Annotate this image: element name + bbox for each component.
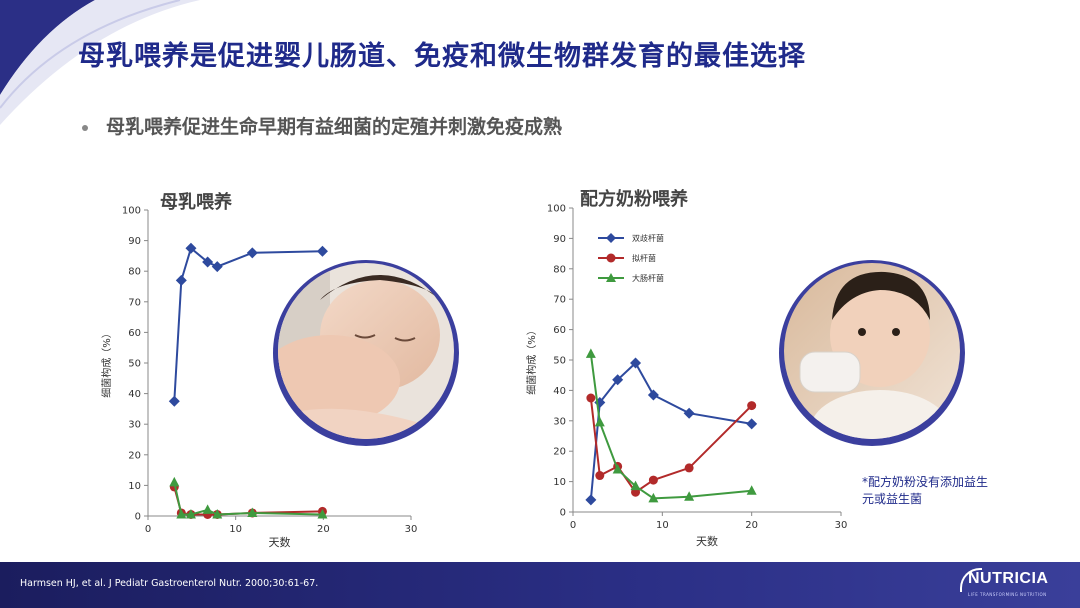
data-point-bifido [316,245,328,257]
logo-tagline: LIFE TRANSFORMING NUTRITION [968,592,1047,597]
data-point-ecoli [585,348,596,358]
series-line-ecoli [589,353,752,500]
chart-title: 配方奶粉喂养 [580,188,689,210]
y-tick-label: 60 [553,325,566,336]
data-point-bifido [746,418,758,430]
bullet-point: 母乳喂养促进生命早期有益细菌的定殖并刺激免疫成熟 [82,112,562,139]
legend-marker-bacteroides [606,253,616,263]
y-tick-label: 90 [128,236,141,247]
data-point-bifido [202,256,214,268]
y-tick-label: 70 [128,297,141,308]
reference-text: Harmsen HJ, et al. J Pediatr Gastroenter… [20,578,319,589]
y-tick-label: 90 [553,234,566,245]
data-point-ecoli [594,416,605,427]
data-point-ecoli [185,508,196,519]
x-tick-label: 10 [656,520,669,531]
y-tick-label: 60 [128,328,141,339]
bullet-dot [82,124,88,131]
y-tick-label: 30 [128,420,141,431]
footnote: *配方奶粉没有添加益生 元或益生菌 [862,474,988,508]
data-point-ecoli [630,480,641,491]
data-point-bacteroides [684,463,694,473]
data-point-bifido [175,274,187,286]
y-tick-label: 40 [553,386,566,397]
data-point-ecoli [212,508,223,519]
y-tick-label: 30 [553,416,566,427]
data-point-ecoli [317,508,328,519]
data-point-bifido [168,395,180,407]
footnote-line-1: *配方奶粉没有添加益生 [862,475,989,489]
series-line-bifido [589,361,752,500]
data-point-ecoli [202,504,213,514]
x-axis-label: 天数 [269,536,291,549]
y-tick-label: 70 [553,295,566,306]
data-point-bifido [683,407,695,419]
legend-label-bacteroides: 拟杆菌 [632,253,656,263]
breastfeeding-photo [273,260,459,446]
y-tick-label: 50 [128,359,141,370]
data-point-ecoli [612,463,623,474]
y-tick-label: 0 [560,508,566,519]
series-line-bacteroides [589,397,753,494]
corner-decoration [0,0,200,125]
data-point-bacteroides [595,471,605,481]
data-point-bacteroides [648,475,658,485]
y-tick-label: 80 [553,264,566,275]
y-tick-label: 100 [122,206,141,217]
data-point-bifido [185,242,197,254]
y-axis-label: 细菌构成（%） [525,325,538,395]
series-line-bacteroides [173,486,323,516]
y-tick-label: 10 [128,481,141,492]
series-line-ecoli [173,482,323,516]
slide-title: 母乳喂养是促进婴儿肠道、免疫和微生物群发育的最佳选择 [78,41,806,72]
data-point-bacteroides [747,401,757,411]
y-axis-label: 细菌构成（%） [100,328,113,398]
footnote-line-2: 元或益生菌 [862,492,923,506]
data-point-bifido [585,494,597,506]
x-tick-label: 0 [570,520,576,531]
nutricia-logo: NUTRICIA LIFE TRANSFORMING NUTRITION [960,568,1050,602]
y-tick-label: 20 [553,447,566,458]
bottle-feeding-photo [779,260,965,446]
x-tick-label: 10 [229,524,242,535]
data-point-ecoli [684,491,695,501]
y-tick-label: 50 [553,356,566,367]
x-tick-label: 30 [835,520,848,531]
data-point-bifido [630,357,642,369]
data-point-bifido [246,247,258,259]
legend-label-ecoli: 大肠杆菌 [632,273,664,283]
logo-arc-icon [960,568,982,592]
data-point-ecoli [176,508,187,519]
data-point-ecoli [648,492,659,503]
y-tick-label: 0 [135,512,141,523]
data-point-bacteroides [586,393,596,403]
x-axis-label: 天数 [696,535,718,548]
footer-bar: Harmsen HJ, et al. J Pediatr Gastroenter… [0,562,1080,608]
x-tick-label: 0 [145,524,151,535]
y-tick-label: 10 [553,477,566,488]
chart-title: 母乳喂养 [160,191,233,213]
data-point-bifido [612,374,624,386]
y-tick-label: 20 [128,450,141,461]
data-point-bifido [211,261,223,273]
y-tick-label: 80 [128,267,141,278]
legend-marker-ecoli [606,273,616,282]
y-tick-label: 40 [128,389,141,400]
bullet-text: 母乳喂养促进生命早期有益细菌的定殖并刺激免疫成熟 [106,116,563,138]
data-point-ecoli [746,485,757,495]
y-tick-label: 100 [547,204,566,215]
logo-brand-text: NUTRICIA [968,570,1049,587]
x-tick-label: 20 [317,524,330,535]
legend-marker-bifido [606,233,616,243]
legend-label-bifido: 双歧杆菌 [632,233,664,243]
x-tick-label: 20 [745,520,758,531]
data-point-bifido [647,389,659,401]
data-point-ecoli [247,507,258,517]
data-point-ecoli [169,476,180,487]
x-tick-label: 30 [405,524,418,535]
